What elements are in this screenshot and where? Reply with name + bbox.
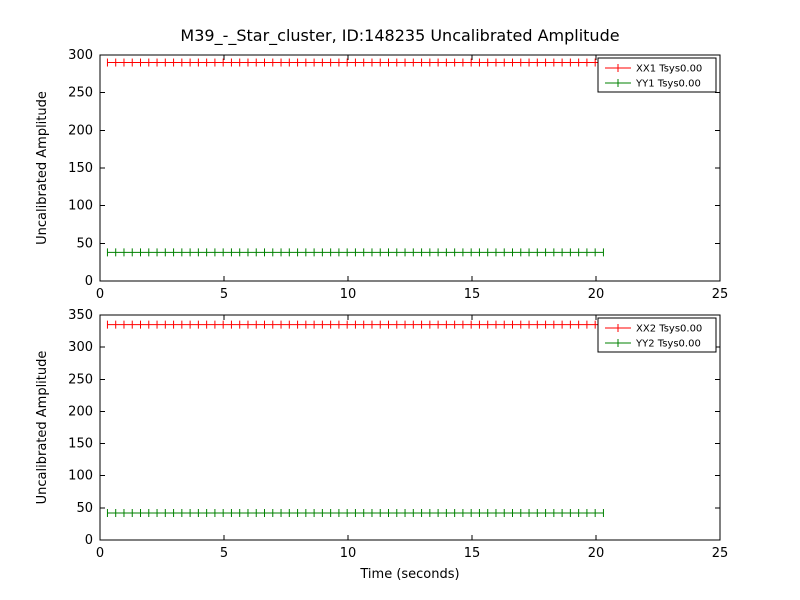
- x-tick-label: 15: [464, 546, 481, 561]
- y-tick-label: 150: [68, 437, 93, 452]
- y-tick-label: 0: [85, 274, 93, 289]
- y-tick-label: 250: [68, 86, 93, 101]
- legend-label: XX2 Tsys0.00: [636, 324, 702, 335]
- x-tick-label: 0: [96, 546, 104, 561]
- y-tick-label: 100: [68, 199, 93, 214]
- legend-label: YY1 Tsys0.00: [635, 79, 701, 90]
- subplot-bottom: 0 5 10 15 20 25050100150200250300350Uncalibra…: [35, 308, 728, 582]
- y-tick-label: 100: [68, 469, 93, 484]
- series-xx1: [106, 58, 604, 67]
- legend-label: YY2 Tsys0.00: [635, 339, 701, 350]
- legend-label: XX1 Tsys0.00: [636, 64, 702, 75]
- x-tick-label: 10: [340, 546, 357, 561]
- figure-title: M39_-_Star_cluster, ID:148235 Uncalibrat…: [180, 26, 620, 45]
- axes-box: [99, 314, 721, 541]
- y-axis-label: Uncalibrated Amplitude: [35, 91, 50, 245]
- y-tick-label: 200: [68, 404, 93, 419]
- x-tick-label: 25: [712, 546, 729, 561]
- subplot-top: 0 5 10 15 20 25050100150200250300Uncalibrated…: [35, 48, 728, 302]
- series-yy1: [106, 248, 604, 257]
- y-tick-label: 0: [85, 533, 93, 548]
- y-tick-label: 50: [76, 501, 93, 516]
- y-axis-label: Uncalibrated Amplitude: [35, 351, 50, 505]
- y-tick-label: 200: [68, 123, 93, 138]
- legend: XX1 Tsys0.00 YY1 Tsys0.00: [597, 57, 717, 93]
- y-tick-label: 350: [68, 308, 93, 323]
- x-tick-label: 10: [340, 287, 357, 302]
- y-tick-label: 150: [68, 161, 93, 176]
- x-tick-label: 25: [712, 287, 729, 302]
- x-tick-label: 5: [220, 287, 228, 302]
- y-tick-label: 300: [68, 48, 93, 63]
- y-tick-label: 300: [68, 340, 93, 355]
- x-tick-label: 20: [588, 287, 605, 302]
- x-tick-label: 20: [588, 546, 605, 561]
- x-axis-label: Time (seconds): [359, 567, 459, 582]
- series-yy2: [106, 509, 604, 517]
- y-tick-label: 250: [68, 372, 93, 387]
- series-xx2: [106, 320, 604, 329]
- y-tick-label: 50: [76, 236, 93, 251]
- legend: XX2 Tsys0.00 YY2 Tsys0.00: [597, 317, 717, 353]
- x-tick-label: 0: [96, 287, 104, 302]
- x-tick-label: 5: [220, 546, 228, 561]
- x-tick-label: 15: [464, 287, 481, 302]
